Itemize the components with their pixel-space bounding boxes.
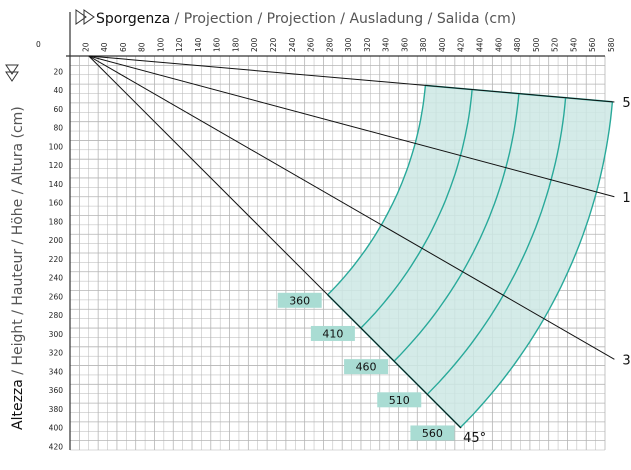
arm-labels: 360 410 460 510 560 [277, 292, 455, 441]
arm-label: 360 [289, 294, 310, 307]
coverage-fill [327, 85, 613, 428]
y-tick-label: 280 [49, 311, 64, 320]
x-tick-label: 60 [119, 42, 128, 52]
y-tick-label: 160 [49, 199, 64, 208]
arm-arc [360, 89, 473, 329]
arm-label: 560 [422, 427, 443, 440]
x-tick-label: 460 [494, 37, 503, 52]
x-tick-label: 120 [175, 37, 184, 52]
angle-line [88, 55, 615, 103]
arm-label: 460 [356, 361, 377, 374]
arm-label-box [277, 292, 322, 308]
x-tick-label: 300 [344, 37, 353, 52]
y-tick-label: 80 [53, 124, 63, 133]
x-tick-label: 220 [269, 37, 278, 52]
x-tick-label: 380 [419, 37, 428, 52]
x-tick-label: 540 [569, 37, 578, 52]
x-tick-label: 500 [532, 37, 541, 52]
projection-arrow-icon [75, 9, 95, 25]
angle-line [88, 55, 615, 198]
arm-arc [327, 85, 427, 296]
arm-arc [426, 97, 567, 395]
angle-line [88, 55, 462, 429]
x-tick-label: 320 [363, 37, 372, 52]
y-tick-label: 360 [49, 386, 64, 395]
angle-label: 5° [622, 96, 631, 111]
x-tick-label: 40 [100, 42, 109, 52]
y-axis-ticks: 20 40 60 80 100 120 140 160 180 200 220 240 260 280 30… [49, 67, 64, 451]
x-tick-label: 400 [438, 37, 447, 52]
x-tick-label: 240 [288, 37, 297, 52]
y-tick-label: 340 [49, 367, 64, 376]
header-title: Sporgenza / Projection / Projection / Au… [96, 11, 516, 27]
header-title-main: Sporgenza [96, 11, 170, 27]
y-tick-label: 20 [53, 67, 63, 76]
arm-label-box [310, 325, 355, 341]
angle-label: 45° [463, 431, 486, 446]
y-tick-label: 380 [49, 405, 64, 414]
x-tick-label: 20 [81, 42, 90, 52]
origin-zero-label: 0 [36, 40, 41, 49]
y-tick-label: 40 [53, 86, 63, 95]
x-tick-label: 100 [156, 37, 165, 52]
x-tick-label: 140 [194, 37, 203, 52]
side-title-main: Altezza [10, 379, 26, 430]
x-tick-label: 180 [231, 37, 240, 52]
x-tick-label: 420 [457, 37, 466, 52]
x-tick-label: 280 [325, 37, 334, 52]
y-tick-label: 300 [49, 330, 64, 339]
y-tick-label: 320 [49, 349, 64, 358]
height-arrow-icon [5, 64, 19, 82]
y-tick-label: 400 [49, 424, 64, 433]
x-tick-label: 520 [551, 37, 560, 52]
y-tick-label: 140 [49, 180, 64, 189]
x-tick-label: 480 [513, 37, 522, 52]
header-title-rest: / Projection / Projection / Ausladung / … [170, 11, 516, 27]
arm-label-box [344, 359, 389, 375]
y-tick-label: 420 [49, 443, 64, 452]
x-tick-label: 80 [138, 42, 147, 52]
x-tick-label: 580 [607, 37, 616, 52]
y-tick-label: 60 [53, 105, 63, 114]
x-tick-label: 200 [250, 37, 259, 52]
side-title-rest: / Height / Hauteur / Höhe / Altura (cm) [10, 106, 26, 379]
x-tick-label: 440 [475, 37, 484, 52]
x-tick-label: 560 [588, 37, 597, 52]
x-tick-label: 160 [213, 37, 222, 52]
arm-label-box [377, 392, 422, 408]
arm-label: 410 [322, 327, 343, 340]
y-tick-label: 240 [49, 274, 64, 283]
y-tick-label: 100 [49, 142, 64, 151]
y-tick-label: 120 [49, 161, 64, 170]
x-tick-label: 340 [382, 37, 391, 52]
angle-line [88, 55, 615, 360]
side-title: Altezza / Height / Hauteur / Höhe / Altu… [10, 106, 26, 430]
arm-arc [459, 101, 614, 428]
y-tick-label: 220 [49, 255, 64, 264]
y-tick-label: 200 [49, 236, 64, 245]
y-tick-label: 180 [49, 217, 64, 226]
arm-label-box [410, 425, 455, 441]
x-axis-ticks: 20 40 60 80 100 120 140 160 180 200 220 240 260 280 30… [81, 37, 616, 52]
angle-lines: 5° 15° 30° 45° [88, 55, 631, 446]
angle-label: 30° [622, 353, 631, 368]
x-tick-label: 260 [307, 37, 316, 52]
y-tick-label: 260 [49, 292, 64, 301]
arm-arc [393, 93, 520, 362]
arm-label: 510 [389, 394, 410, 407]
angle-label: 15° [622, 191, 631, 206]
x-tick-label: 360 [400, 37, 409, 52]
